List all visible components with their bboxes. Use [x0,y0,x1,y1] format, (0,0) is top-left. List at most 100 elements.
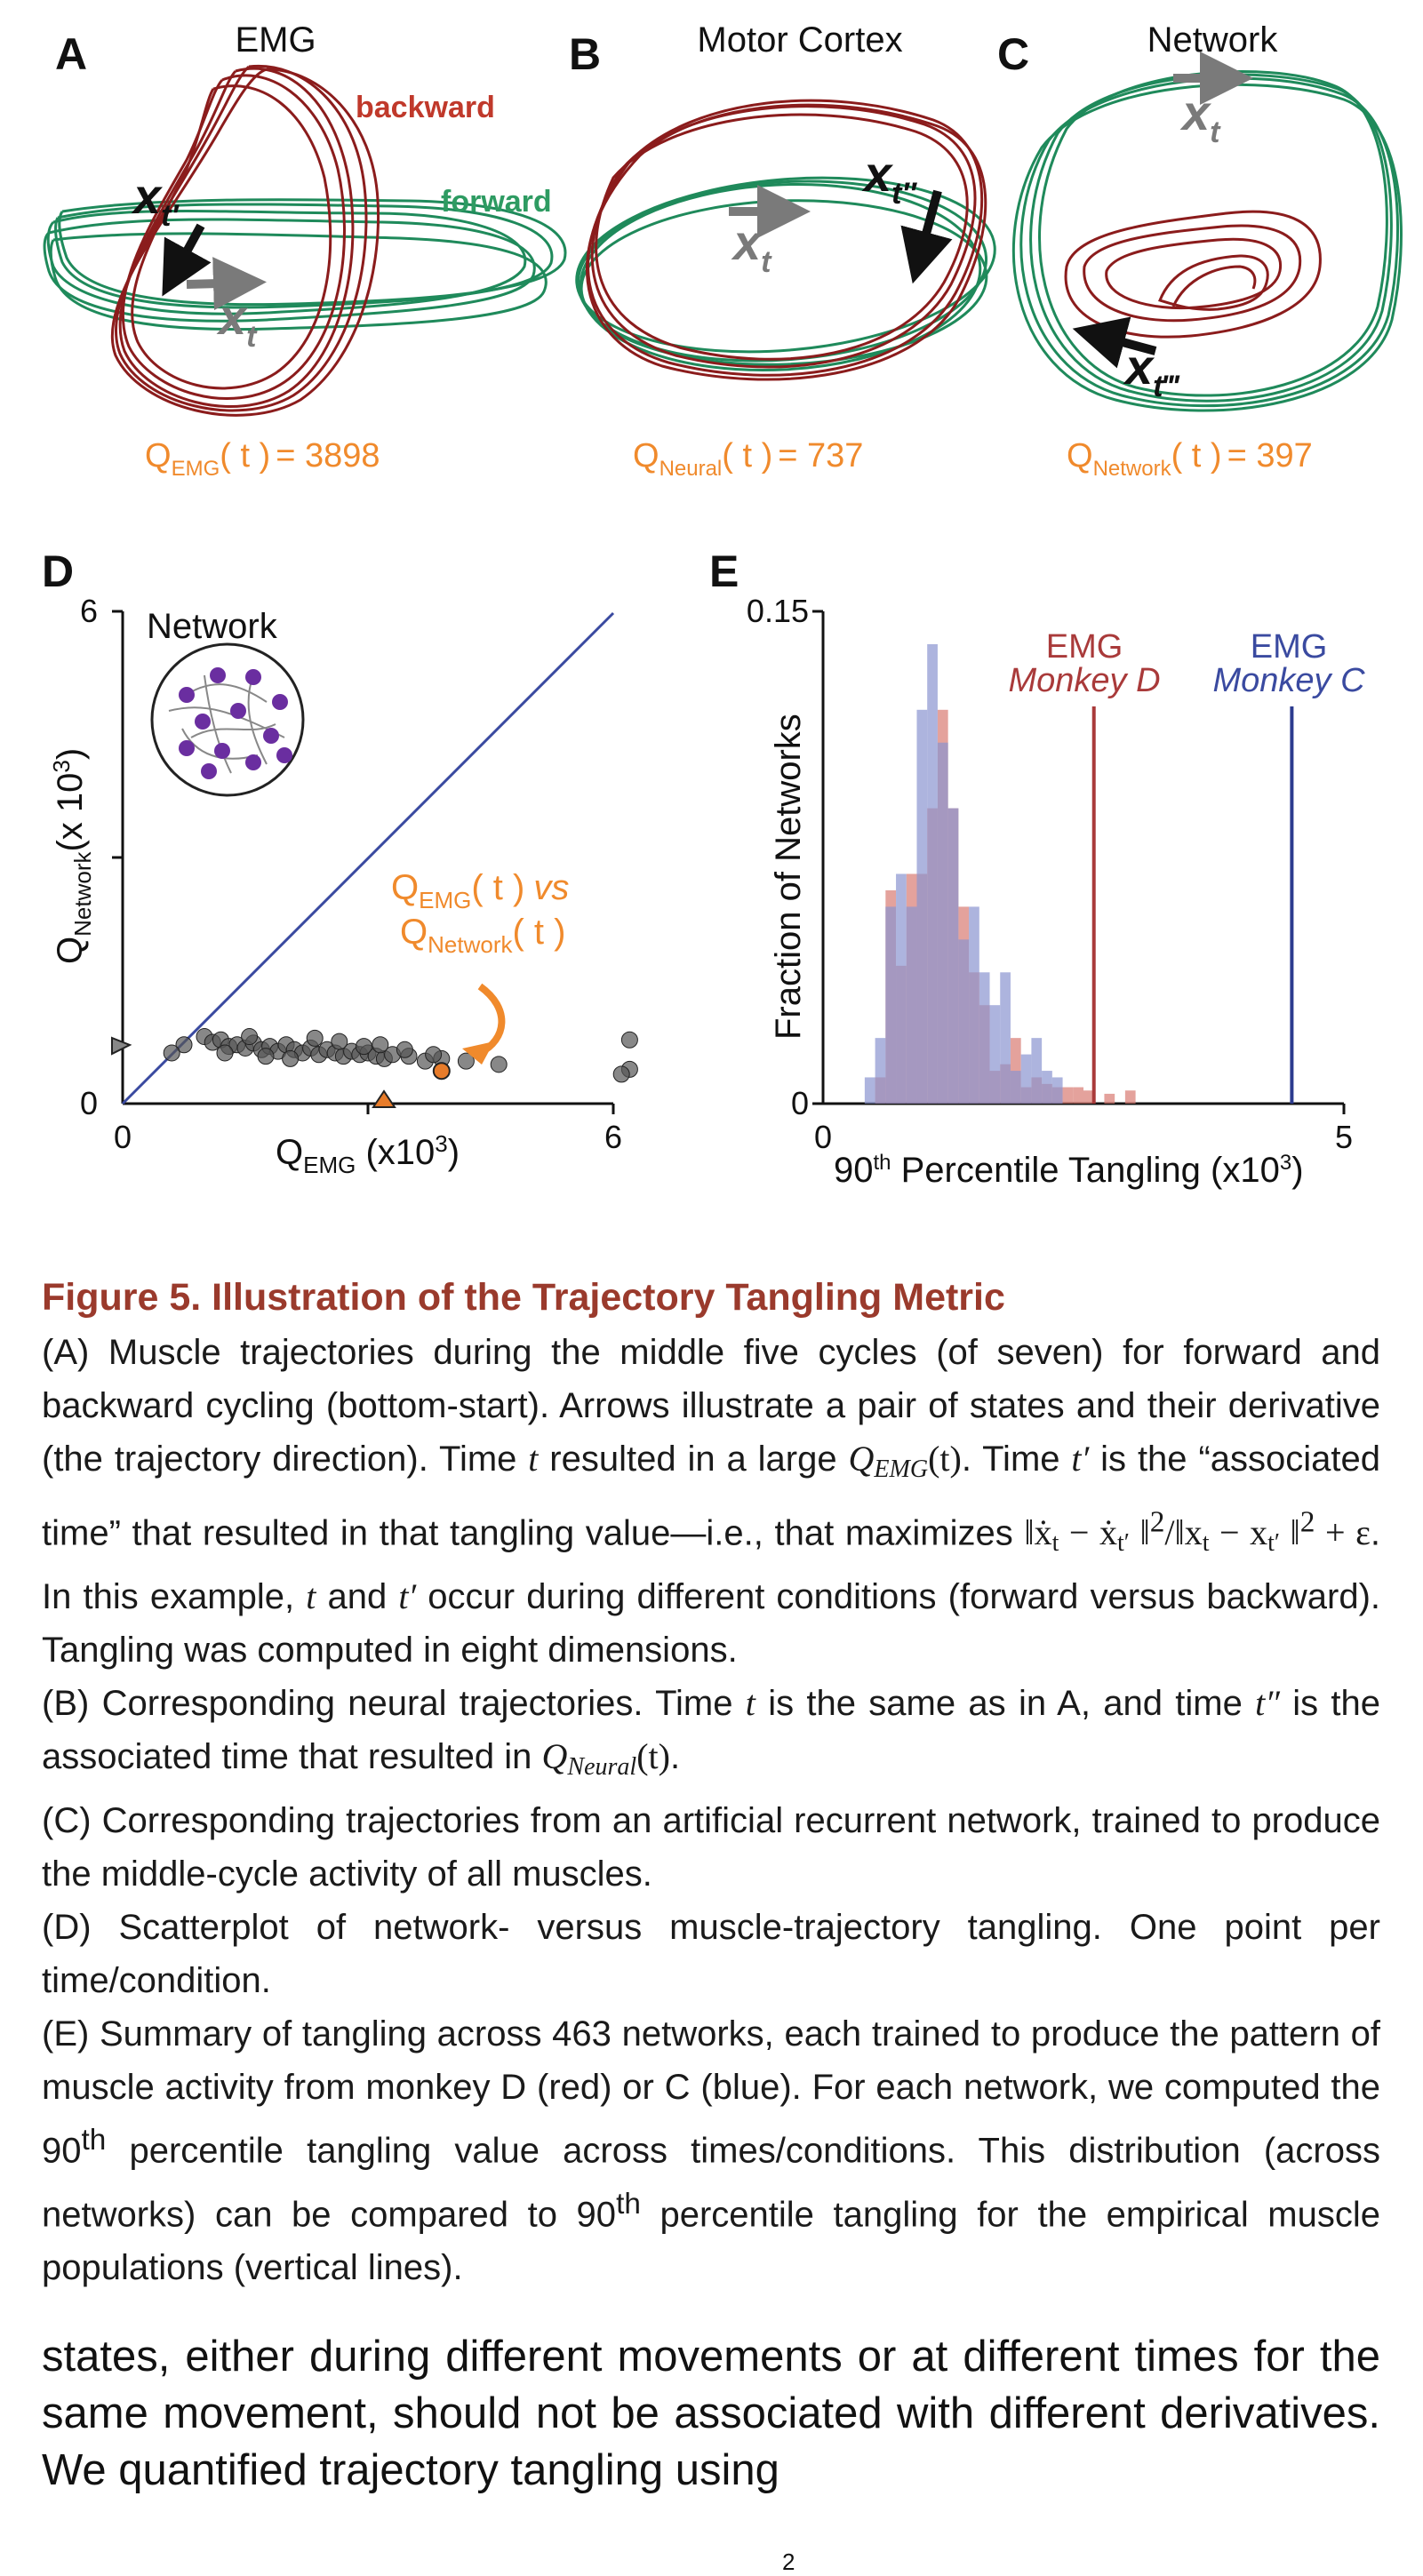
histogram-bar [1083,1090,1094,1104]
histogram-bar [864,1077,875,1104]
caption-panel-a: (A) Muscle trajectories during the middl… [42,1333,1381,1671]
e-xlabel: 90th Percentile Tangling (x103) [834,1151,1304,1190]
histogram-bar [969,906,979,1104]
scatter-point [163,1044,180,1062]
histogram-bar [1073,1087,1083,1104]
panel-a-title: EMG [235,20,316,60]
scatter-point [241,1028,259,1046]
emg-c-label-top: EMG [1251,628,1328,666]
scatter-point [372,1036,389,1054]
label-backward: backward [356,91,495,124]
body-paragraph: states, either during different movement… [42,2333,1380,2494]
arrow-label-xt: xt [731,214,772,279]
x-axis-marker-icon [372,1089,396,1108]
caption-panel-c: (C) Corresponding trajectories from an a… [42,1801,1380,1894]
panel-b-title: Motor Cortex [697,20,902,60]
black-arrow-icon [900,189,953,284]
histogram-bar [937,742,948,1104]
panel-letter-e: E [709,546,739,596]
figure-caption: Figure 5. Illustration of the Trajectory… [42,1271,1380,2294]
histogram-bar [1062,1087,1074,1104]
d-xlabel: QEMG (x103) [276,1130,460,1178]
panel-c: C Network xt xt‴ QNetwork( t ) = 397 [997,20,1403,481]
q-network-label: QNetwork( t ) = 397 [1067,437,1313,481]
caption-panel-e: (E) Summary of tangling across 463 netwo… [42,2014,1380,2287]
e-ytick-bottom: 0 [791,1085,809,1121]
black-arrow-icon [162,223,212,297]
histogram-bar [885,906,897,1104]
histogram-bar [1000,972,1011,1104]
caption-panel-b: (B) Corresponding neural trajectories. T… [42,1683,1381,1782]
caption-panel-d: (D) Scatterplot of network- versus muscl… [42,1908,1380,2001]
panel-letter-b: B [569,29,601,79]
d-ylabel: QNetwork(x 103) [48,748,96,964]
identity-line [121,611,615,1105]
figure: A EMG xt′ xt backward forward QEMG( t ) =… [42,20,1403,1190]
histogram-bar [1104,1093,1115,1104]
emg-vertical-lines [1091,706,1294,1104]
q-emg-label: QEMG( t ) = 3898 [145,437,380,481]
d-annotation-line2: QNetwork( t ) [400,913,565,958]
scatter-point [457,1052,475,1070]
histogram-bar [896,873,907,1104]
panel-letter-c: C [997,29,1029,79]
arrow-label-xtp: xt′ [131,168,180,233]
histogram-bar [1051,1077,1063,1104]
histogram-bar [1031,1038,1043,1104]
q-neural-label: QNeural( t ) = 737 [633,437,863,481]
histogram-bars [864,643,1136,1104]
arrow-label-xtppp: xt‴ [1123,339,1179,403]
scatter-points [163,1028,638,1083]
scatter-point [175,1036,193,1054]
panel-d: D 6 0 0 6 Network [42,546,638,1178]
panel-b: B Motor Cortex xt xt″ QNeural( t ) = 737 [569,20,996,481]
histogram-bar [906,906,917,1104]
histogram-bar [1010,1071,1021,1104]
scatter-point [257,1048,275,1065]
e-xtick-right: 5 [1335,1119,1353,1155]
histogram-bar [916,709,928,1104]
d-ytick-top: 6 [80,593,98,629]
inset-title: Network [147,607,278,646]
scatter-point [396,1041,413,1058]
d-ytick-bottom: 0 [80,1085,98,1121]
panel-letter-a: A [55,29,87,79]
gray-arrow-icon [186,257,267,311]
d-xtick-right: 6 [604,1119,622,1155]
panel-a: A EMG xt′ xt backward forward QEMG( t ) =… [43,20,567,481]
panel-c-title: Network [1147,20,1279,60]
scatter-point [620,1031,638,1049]
arrow-label-xt: xt [216,289,258,354]
histogram-bar [875,1038,886,1104]
black-arrow-icon [1072,316,1157,369]
scatter-point [490,1056,508,1073]
e-ylabel: Fraction of Networks [769,714,808,1040]
label-forward: forward [441,185,552,219]
scatter-point [612,1065,630,1083]
histogram-bar [989,1005,1001,1104]
panel-letter-d: D [42,546,74,596]
d-xtick-left: 0 [114,1119,132,1155]
histogram-bar [1042,1071,1052,1104]
arrow-label-xt: xt [1179,84,1221,149]
panel-e: E 0.15 0 0 5 EMG Monkey D EMG Monkey C F… [709,546,1365,1190]
scatter-point [425,1046,443,1064]
caption-title: Figure 5. Illustration of the Trajectory… [42,1276,1005,1319]
emg-c-label-bottom: Monkey C [1212,662,1365,699]
backward-trajectories [110,64,380,417]
forward-trajectories [43,198,567,331]
histogram-bar [1124,1090,1136,1104]
histogram-bar [927,643,938,1104]
histogram-bar [1020,1054,1032,1104]
backward-network-trajectories [1064,210,1322,339]
arrow-label-xtpp: xt″ [861,146,917,211]
histogram-bar [979,972,990,1104]
highlighted-point [432,1062,451,1081]
histogram-bar [958,939,970,1104]
scatter-point [216,1044,234,1062]
e-ytick-top: 0.15 [747,593,809,629]
network-schematic-icon [150,642,305,797]
emg-d-label-top: EMG [1046,628,1123,666]
histogram-bar [947,808,959,1104]
equation-fragment: 2 [782,2548,795,2575]
